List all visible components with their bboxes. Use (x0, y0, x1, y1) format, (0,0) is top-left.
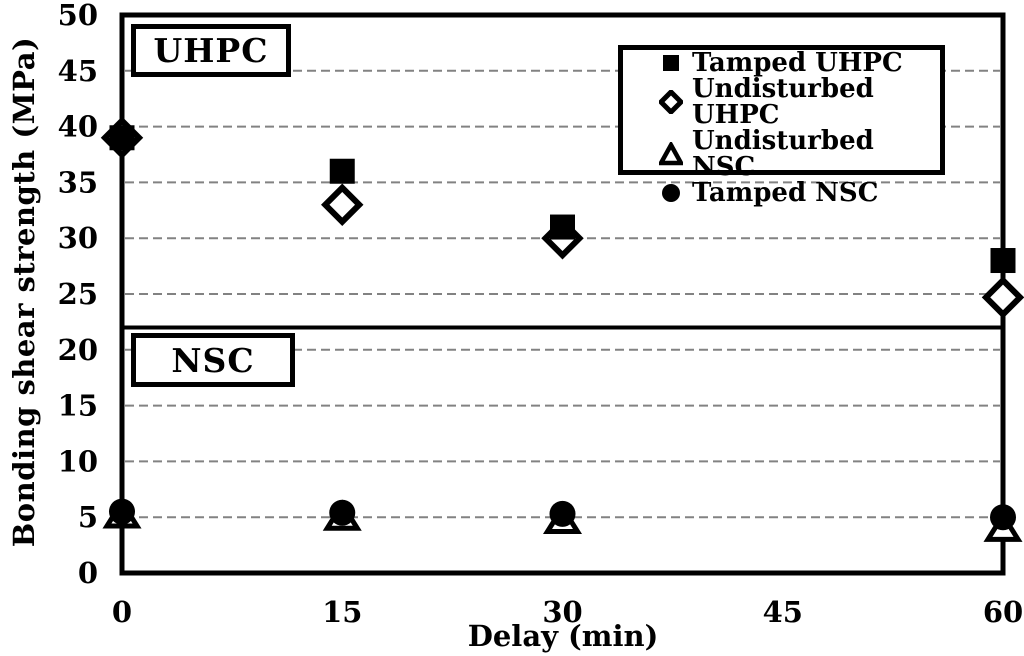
filled-square-icon (663, 55, 679, 71)
x-tick-label: 60 (983, 595, 1023, 629)
filled-square-marker (990, 248, 1016, 274)
x-tick-label: 45 (763, 595, 803, 629)
annotation-nsc-label: NSC (171, 340, 255, 380)
legend-item: Undisturbed UHPC (659, 76, 940, 128)
legend-item: Undisturbed NSC (659, 128, 940, 180)
x-tick-label: 30 (542, 595, 582, 629)
legend-label: Tamped NSC (692, 178, 879, 208)
annotation-uhpc-label: UHPC (153, 31, 269, 70)
y-axis-title: Bonding shear strength (MPa) (7, 36, 41, 548)
y-tick-label: 30 (58, 221, 98, 255)
legend: Tamped UHPC Undisturbed UHPC Undisturbed N… (618, 45, 945, 206)
legend-item: Tamped NSC (659, 180, 940, 206)
filled-square-marker (109, 125, 135, 151)
x-tick-label: 0 (112, 595, 132, 629)
y-tick-label: 15 (58, 389, 98, 423)
x-tick-label: 15 (322, 595, 362, 629)
filled-circle-glyph (662, 184, 680, 202)
open-diamond-marker (981, 276, 1024, 319)
filled-circle-icon (662, 184, 680, 202)
open-diamond-glyph (659, 90, 683, 114)
open-triangle-glyph (659, 142, 683, 166)
open-diamond-icon (659, 90, 683, 114)
open-diamond-marker (321, 183, 364, 226)
open-triangle-icon (659, 142, 683, 166)
y-tick-label: 50 (58, 0, 98, 32)
legend-label: Undisturbed UHPC (692, 74, 874, 130)
filled-square-marker (550, 214, 575, 240)
y-tick-label: 0 (78, 556, 98, 590)
y-tick-label: 35 (58, 165, 98, 199)
filled-circle-marker (990, 504, 1016, 531)
legend-item: Tamped UHPC (659, 50, 940, 76)
y-tick-label: 45 (58, 54, 98, 88)
annotation-uhpc-box: UHPC (131, 24, 291, 77)
y-tick-label: 5 (78, 500, 98, 534)
legend-label: Tamped UHPC (692, 48, 903, 78)
y-tick-label: 25 (58, 277, 98, 311)
filled-circle-marker (109, 498, 135, 525)
filled-circle-marker (329, 499, 356, 526)
legend-label: Undisturbed NSC (692, 126, 874, 182)
x-axis-title: Delay (min) (467, 619, 659, 653)
y-tick-label: 20 (58, 333, 98, 367)
y-tick-label: 40 (58, 110, 98, 144)
filled-circle-marker (549, 500, 576, 527)
annotation-nsc-box: NSC (131, 333, 295, 387)
y-tick-label: 10 (58, 444, 98, 478)
filled-square-marker (329, 158, 355, 184)
filled-square-glyph (663, 55, 679, 71)
